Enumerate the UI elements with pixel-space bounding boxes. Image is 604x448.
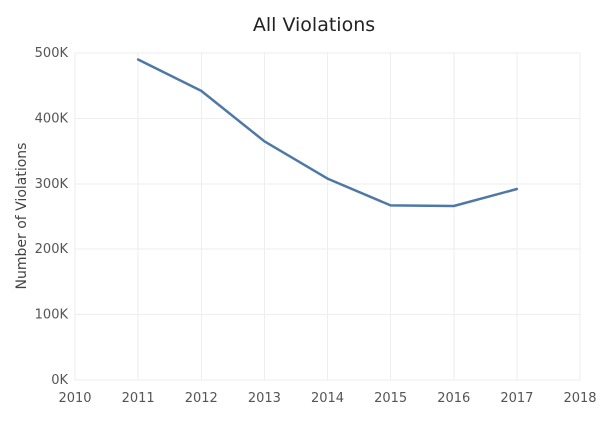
x-tick-label: 2016 [437, 391, 470, 406]
series-layer [136, 58, 519, 208]
x-tick-label: 2011 [122, 391, 155, 406]
x-tick-label: 2017 [500, 391, 533, 406]
x-tick-label: 2018 [563, 391, 596, 406]
y-tick-label: 300K [35, 177, 69, 192]
y-tick-label: 500K [35, 46, 69, 61]
x-tick-label: 2012 [185, 391, 218, 406]
grid-layer [74, 52, 581, 381]
y-tick-label: 0K [51, 373, 68, 388]
chart-title: All Violations [253, 14, 375, 36]
y-axis-ticks: 0K 100K 200K 300K 400K 500K [35, 46, 69, 388]
x-axis-ticks: 2010 2011 2012 2013 2014 2015 2016 2017 2018 [58, 391, 596, 406]
x-tick-label: 2014 [311, 391, 344, 406]
x-tick-label: 2010 [58, 391, 91, 406]
y-tick-label: 100K [35, 308, 69, 323]
y-tick-label: 400K [35, 111, 69, 126]
y-axis-title: Number of Violations [14, 143, 30, 290]
y-tick-label: 200K [35, 242, 69, 257]
x-tick-label: 2013 [248, 391, 281, 406]
x-tick-label: 2015 [374, 391, 407, 406]
